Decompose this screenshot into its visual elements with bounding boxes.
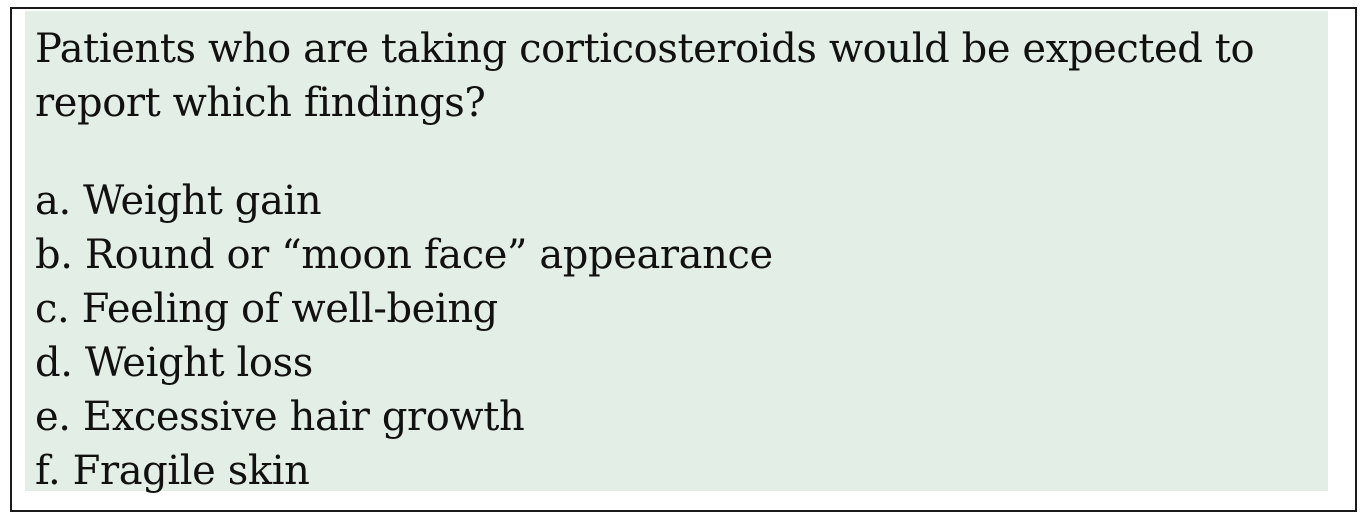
option-c: c. Feeling of well-being: [35, 282, 773, 336]
answer-options-list: a. Weight gain b. Round or “moon face” a…: [35, 174, 773, 498]
option-e: e. Excessive hair growth: [35, 390, 773, 444]
option-a: a. Weight gain: [35, 174, 773, 228]
option-f: f. Fragile skin: [35, 444, 773, 498]
option-text: Weight gain: [83, 178, 322, 224]
question-text: Patients who are taking corticosteroids …: [35, 26, 1255, 126]
option-letter: e.: [35, 394, 71, 440]
question-panel: [25, 11, 1328, 491]
option-letter: b.: [35, 232, 73, 278]
option-text: Feeling of well-being: [81, 286, 499, 332]
option-text: Round or “moon face” appearance: [84, 232, 773, 278]
option-letter: f.: [35, 448, 61, 494]
option-letter: c.: [35, 286, 70, 332]
option-text: Weight loss: [84, 340, 313, 386]
option-text: Excessive hair growth: [82, 394, 525, 440]
option-letter: d.: [35, 340, 73, 386]
option-letter: a.: [35, 178, 71, 224]
option-b: b. Round or “moon face” appearance: [35, 228, 773, 282]
option-d: d. Weight loss: [35, 336, 773, 390]
option-text: Fragile skin: [72, 448, 310, 494]
